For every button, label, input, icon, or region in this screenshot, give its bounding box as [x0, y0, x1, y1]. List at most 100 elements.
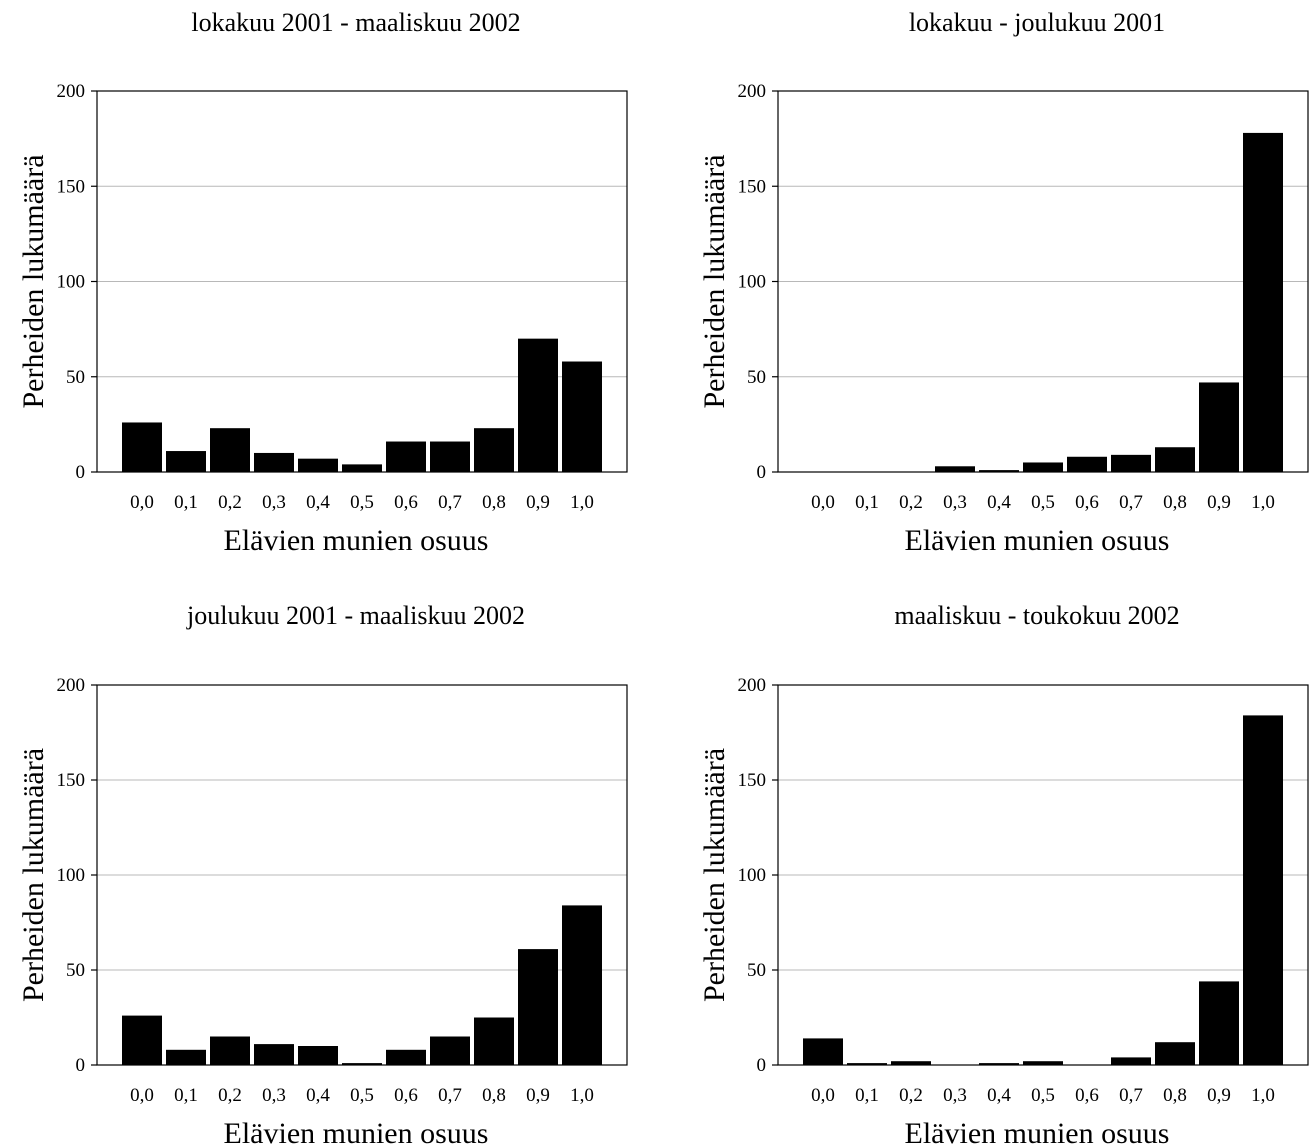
plot-frame	[777, 684, 1309, 1066]
bar-0,4	[298, 458, 338, 472]
x-tick-label: 1,0	[570, 492, 594, 513]
x-tick-label: 0,6	[394, 492, 418, 513]
x-tick-label: 0,7	[438, 1085, 462, 1106]
x-tick-label: 1,0	[1251, 1085, 1275, 1106]
bar-0,8	[1155, 1042, 1195, 1065]
bar-0,8	[1155, 447, 1195, 472]
y-tick-label: 200	[738, 675, 767, 696]
bar-0,5	[342, 1063, 382, 1065]
bar-1,0	[562, 905, 602, 1065]
bar-0,1	[847, 1063, 887, 1065]
y-tick-label: 150	[738, 176, 767, 197]
chart-title: maaliskuu - toukokuu 2002	[894, 601, 1179, 630]
y-axis-label: Perheiden lukumäärä	[17, 748, 50, 1002]
x-axis-label: Elävien munien osuus	[224, 524, 489, 557]
bar-0,2	[210, 1036, 250, 1065]
bar-0,0	[122, 422, 162, 472]
y-tick-label: 100	[57, 865, 86, 886]
x-tick-label: 1,0	[570, 1085, 594, 1106]
bar-0,4	[979, 470, 1019, 472]
x-tick-label: 0,7	[1119, 492, 1143, 513]
bar-0,5	[1023, 462, 1063, 472]
bar-0,0	[122, 1015, 162, 1065]
y-tick-label: 0	[76, 462, 86, 483]
bar-0,4	[979, 1063, 1019, 1065]
x-tick-label: 0,2	[218, 492, 242, 513]
y-tick-label: 150	[57, 176, 86, 197]
chart-panel-2: lokakuu - joulukuu 2001 0 50 100 150 200 0,0 0,…	[698, 8, 1309, 557]
x-tick-label: 0,1	[855, 492, 879, 513]
bar-0,6	[1067, 456, 1107, 472]
bar-0,7	[1111, 1057, 1151, 1065]
x-tick-label: 0,5	[350, 492, 374, 513]
bar-0,7	[430, 441, 470, 472]
x-tick-label: 0,1	[855, 1085, 879, 1106]
x-tick-label: 1,0	[1251, 492, 1275, 513]
chart-panel-3: joulukuu 2001 - maaliskuu 2002 0 50 100 150 2…	[17, 601, 628, 1146]
x-tick-label: 0,1	[174, 1085, 198, 1106]
x-tick-label: 0,0	[811, 1085, 835, 1106]
bar-0,0	[803, 1038, 843, 1065]
x-tick-label: 0,4	[306, 492, 330, 513]
y-tick-label: 200	[738, 81, 767, 102]
x-tick-label: 0,3	[943, 492, 967, 513]
y-tick-label: 150	[738, 770, 767, 791]
y-tick-label: 50	[66, 960, 85, 981]
bar-0,3	[935, 466, 975, 472]
bar-1,0	[562, 361, 602, 472]
x-tick-label: 0,3	[262, 1085, 286, 1106]
y-tick-label: 50	[66, 367, 85, 388]
chart-panel-1: lokakuu 2001 - maaliskuu 2002 0 50 100 150 20…	[17, 8, 628, 557]
plot-frame	[777, 90, 1309, 473]
chart-title: lokakuu 2001 - maaliskuu 2002	[191, 8, 520, 37]
bar-0,8	[474, 1017, 514, 1065]
bar-0,3	[254, 1044, 294, 1065]
x-tick-label: 0,3	[262, 492, 286, 513]
y-axis-label: Perheiden lukumäärä	[698, 154, 731, 408]
y-tick-label: 100	[738, 865, 767, 886]
bar-0,6	[386, 1049, 426, 1065]
x-tick-label: 0,8	[482, 492, 506, 513]
x-tick-label: 0,2	[218, 1085, 242, 1106]
x-tick-label: 0,5	[1031, 492, 1055, 513]
bar-0,9	[518, 949, 558, 1065]
y-tick-label: 150	[57, 770, 86, 791]
plot-frame	[96, 684, 628, 1066]
bar-1,0	[1243, 132, 1283, 472]
y-axis-label: Perheiden lukumäärä	[698, 748, 731, 1002]
y-axis-label: Perheiden lukumäärä	[17, 154, 50, 408]
bar-0,5	[342, 464, 382, 472]
x-tick-label: 0,9	[1207, 1085, 1231, 1106]
bar-0,9	[1199, 382, 1239, 472]
x-tick-label: 0,8	[1163, 1085, 1187, 1106]
x-tick-label: 0,4	[306, 1085, 330, 1106]
x-tick-label: 0,7	[1119, 1085, 1143, 1106]
bar-0,7	[1111, 454, 1151, 472]
x-tick-label: 0,8	[482, 1085, 506, 1106]
y-tick-label: 0	[757, 462, 767, 483]
y-tick-label: 0	[76, 1055, 86, 1076]
bar-0,3	[254, 452, 294, 472]
y-tick-label: 200	[57, 675, 86, 696]
bar-0,9	[518, 338, 558, 472]
x-tick-label: 0,0	[811, 492, 835, 513]
chart-title: lokakuu - joulukuu 2001	[909, 8, 1165, 37]
x-axis-label: Elävien munien osuus	[905, 524, 1170, 557]
x-axis-label: Elävien munien osuus	[905, 1117, 1170, 1146]
x-tick-label: 0,6	[1075, 492, 1099, 513]
x-tick-label: 0,5	[350, 1085, 374, 1106]
y-tick-label: 200	[57, 81, 86, 102]
y-tick-label: 50	[747, 367, 766, 388]
bar-0,1	[166, 1049, 206, 1065]
y-tick-label: 100	[57, 272, 86, 293]
x-tick-label: 0,2	[899, 492, 923, 513]
x-tick-label: 0,9	[526, 492, 550, 513]
x-tick-label: 0,0	[130, 1085, 154, 1106]
x-tick-label: 0,4	[987, 1085, 1011, 1106]
bar-0,2	[210, 428, 250, 472]
bar-0,9	[1199, 981, 1239, 1065]
bar-0,4	[298, 1046, 338, 1065]
bar-1,0	[1243, 715, 1283, 1065]
x-tick-label: 0,9	[1207, 492, 1231, 513]
